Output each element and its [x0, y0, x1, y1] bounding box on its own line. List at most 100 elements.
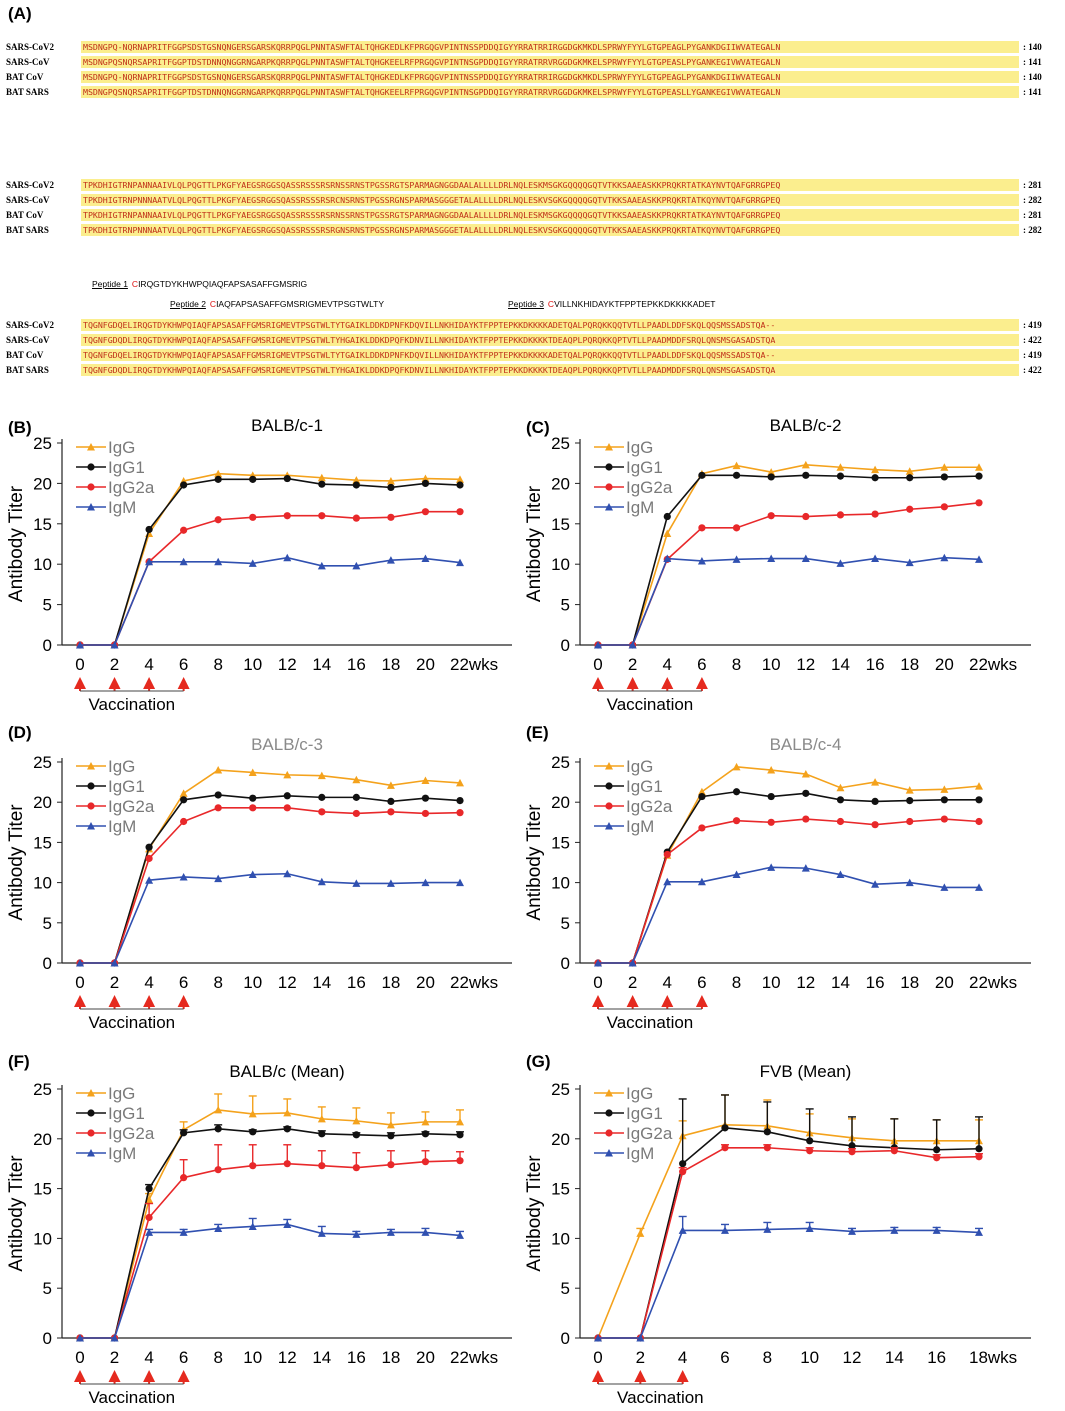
legend-marker-igg	[605, 443, 613, 451]
point-igg	[386, 781, 395, 789]
point-igg	[732, 461, 741, 470]
point-igm	[456, 878, 464, 887]
x-tick-label: 4	[663, 655, 672, 674]
series-line-igg1	[598, 1127, 980, 1339]
vaccination-label: Vaccination	[607, 1013, 694, 1032]
y-tick-label: 25	[551, 753, 570, 772]
point-igg1	[698, 471, 706, 479]
x-tick-label: 20	[416, 655, 435, 674]
sequence-position: : 281	[1023, 209, 1042, 220]
point-igg2a	[906, 817, 914, 826]
y-tick-label: 25	[551, 1080, 570, 1099]
point-igg1	[214, 791, 222, 799]
point-igg2a	[421, 809, 430, 818]
point-igg	[871, 778, 880, 786]
point-igm	[248, 870, 257, 879]
x-tick-label: 14	[312, 1348, 331, 1367]
legend-label-igg1: IgG1	[108, 1104, 145, 1123]
x-tick-label: 14	[831, 973, 850, 992]
sequence-name: BAT SARS	[6, 364, 49, 375]
point-igg1	[871, 797, 879, 805]
legend-marker-igm	[605, 822, 613, 830]
series-line-igg2a	[80, 510, 460, 646]
point-igg2a	[871, 821, 879, 829]
point-igg1	[421, 1130, 430, 1138]
point-igg2a	[698, 524, 706, 532]
legend-label-igg1: IgG1	[108, 458, 145, 477]
point-igg1	[145, 843, 153, 851]
point-igg2a	[871, 510, 879, 518]
point-igg1	[975, 796, 983, 804]
legend-label-igm: IgM	[108, 498, 136, 517]
sequence-text: MSDNGPQSNQRSAPRITFGGPTDSTDNNQNGGRNGARPKQ…	[81, 55, 1019, 68]
y-tick-label: 5	[561, 914, 570, 933]
legend-label-igg1: IgG1	[626, 777, 663, 796]
point-igg1	[836, 796, 845, 804]
vaccination-arrow-icon	[177, 677, 190, 689]
point-igg	[905, 786, 914, 794]
series-line-igm	[598, 1227, 980, 1339]
point-igg	[179, 789, 188, 797]
y-tick-label: 25	[551, 434, 570, 453]
point-igg1	[249, 475, 257, 483]
x-tick-label: 18	[381, 655, 400, 674]
point-igg	[283, 770, 292, 779]
point-igg1	[456, 1131, 464, 1139]
point-igg1	[732, 471, 741, 479]
chart-title: BALB/c-2	[770, 416, 842, 435]
point-igg1	[806, 1137, 814, 1145]
legend-label-igg: IgG	[108, 1084, 135, 1103]
point-igg2a	[767, 512, 775, 520]
point-igg2a	[767, 818, 775, 826]
peptide-2-label: Peptide 2 CIAQFAPSASAFFGMSRIGMEVTPSGTWLTY	[170, 299, 385, 309]
y-tick-label: 25	[33, 753, 52, 772]
series-line-igg2a	[598, 1146, 980, 1339]
point-igm	[663, 554, 672, 563]
sequence-text: MSDNGPQSNQRSAPRITFGGPTDSTDNNQNGGRNGARPKQ…	[81, 85, 1019, 98]
point-igm	[421, 554, 430, 563]
alignment-row: SARS-CoV2 TPKDHIGTRNPANNAAIVLQLPQGTTLPKGF…	[6, 178, 1042, 191]
point-igm	[145, 1228, 154, 1236]
point-igm	[628, 959, 637, 967]
point-igm	[801, 554, 810, 563]
point-igg1	[352, 1131, 360, 1139]
point-igm	[767, 863, 776, 871]
point-igg2a	[352, 514, 360, 522]
legend-label-igg2a: IgG2a	[108, 1124, 155, 1143]
point-igg2a	[214, 516, 222, 524]
chart-title: FVB (Mean)	[760, 1062, 852, 1081]
point-igg2a	[352, 809, 360, 818]
panel-label: (D)	[8, 723, 32, 742]
point-igg2a	[145, 854, 153, 863]
point-igm	[317, 561, 326, 570]
vaccination-label: Vaccination	[617, 1388, 704, 1407]
x-tick-label: 12	[796, 973, 815, 992]
point-igg1	[802, 789, 810, 797]
x-tick-label: 16	[347, 973, 366, 992]
point-igg	[801, 770, 810, 778]
point-igm	[76, 959, 84, 967]
x-tick-label: 22wks	[450, 655, 498, 674]
legend-label-igm: IgM	[626, 1144, 654, 1163]
legend-marker-igg1	[605, 1109, 613, 1117]
point-igg1	[180, 481, 188, 489]
legend-marker-igg2a	[605, 1129, 613, 1137]
point-igm	[805, 1224, 814, 1232]
x-tick-label: 6	[720, 1348, 729, 1367]
legend-marker-igm	[87, 503, 95, 511]
x-tick-label: 2	[110, 1348, 119, 1367]
y-tick-label: 20	[33, 1130, 52, 1149]
vaccination-arrow-icon	[661, 677, 674, 689]
y-tick-label: 20	[551, 474, 570, 493]
point-igg	[421, 776, 430, 784]
x-tick-label: 18	[381, 973, 400, 992]
sequence-name: SARS-CoV2	[6, 179, 55, 190]
point-igg2a	[387, 808, 395, 816]
point-igm	[110, 959, 119, 967]
point-igg	[283, 1108, 292, 1117]
point-igm	[386, 879, 395, 887]
alignment-row: BAT SARS TQGNFGDQDLIRQGTDYKHWPQIAQFAPSASA…	[6, 363, 1042, 376]
x-tick-label: 8	[213, 655, 222, 674]
point-igg2a	[975, 817, 983, 826]
sequence-name: BAT CoV	[6, 71, 44, 82]
